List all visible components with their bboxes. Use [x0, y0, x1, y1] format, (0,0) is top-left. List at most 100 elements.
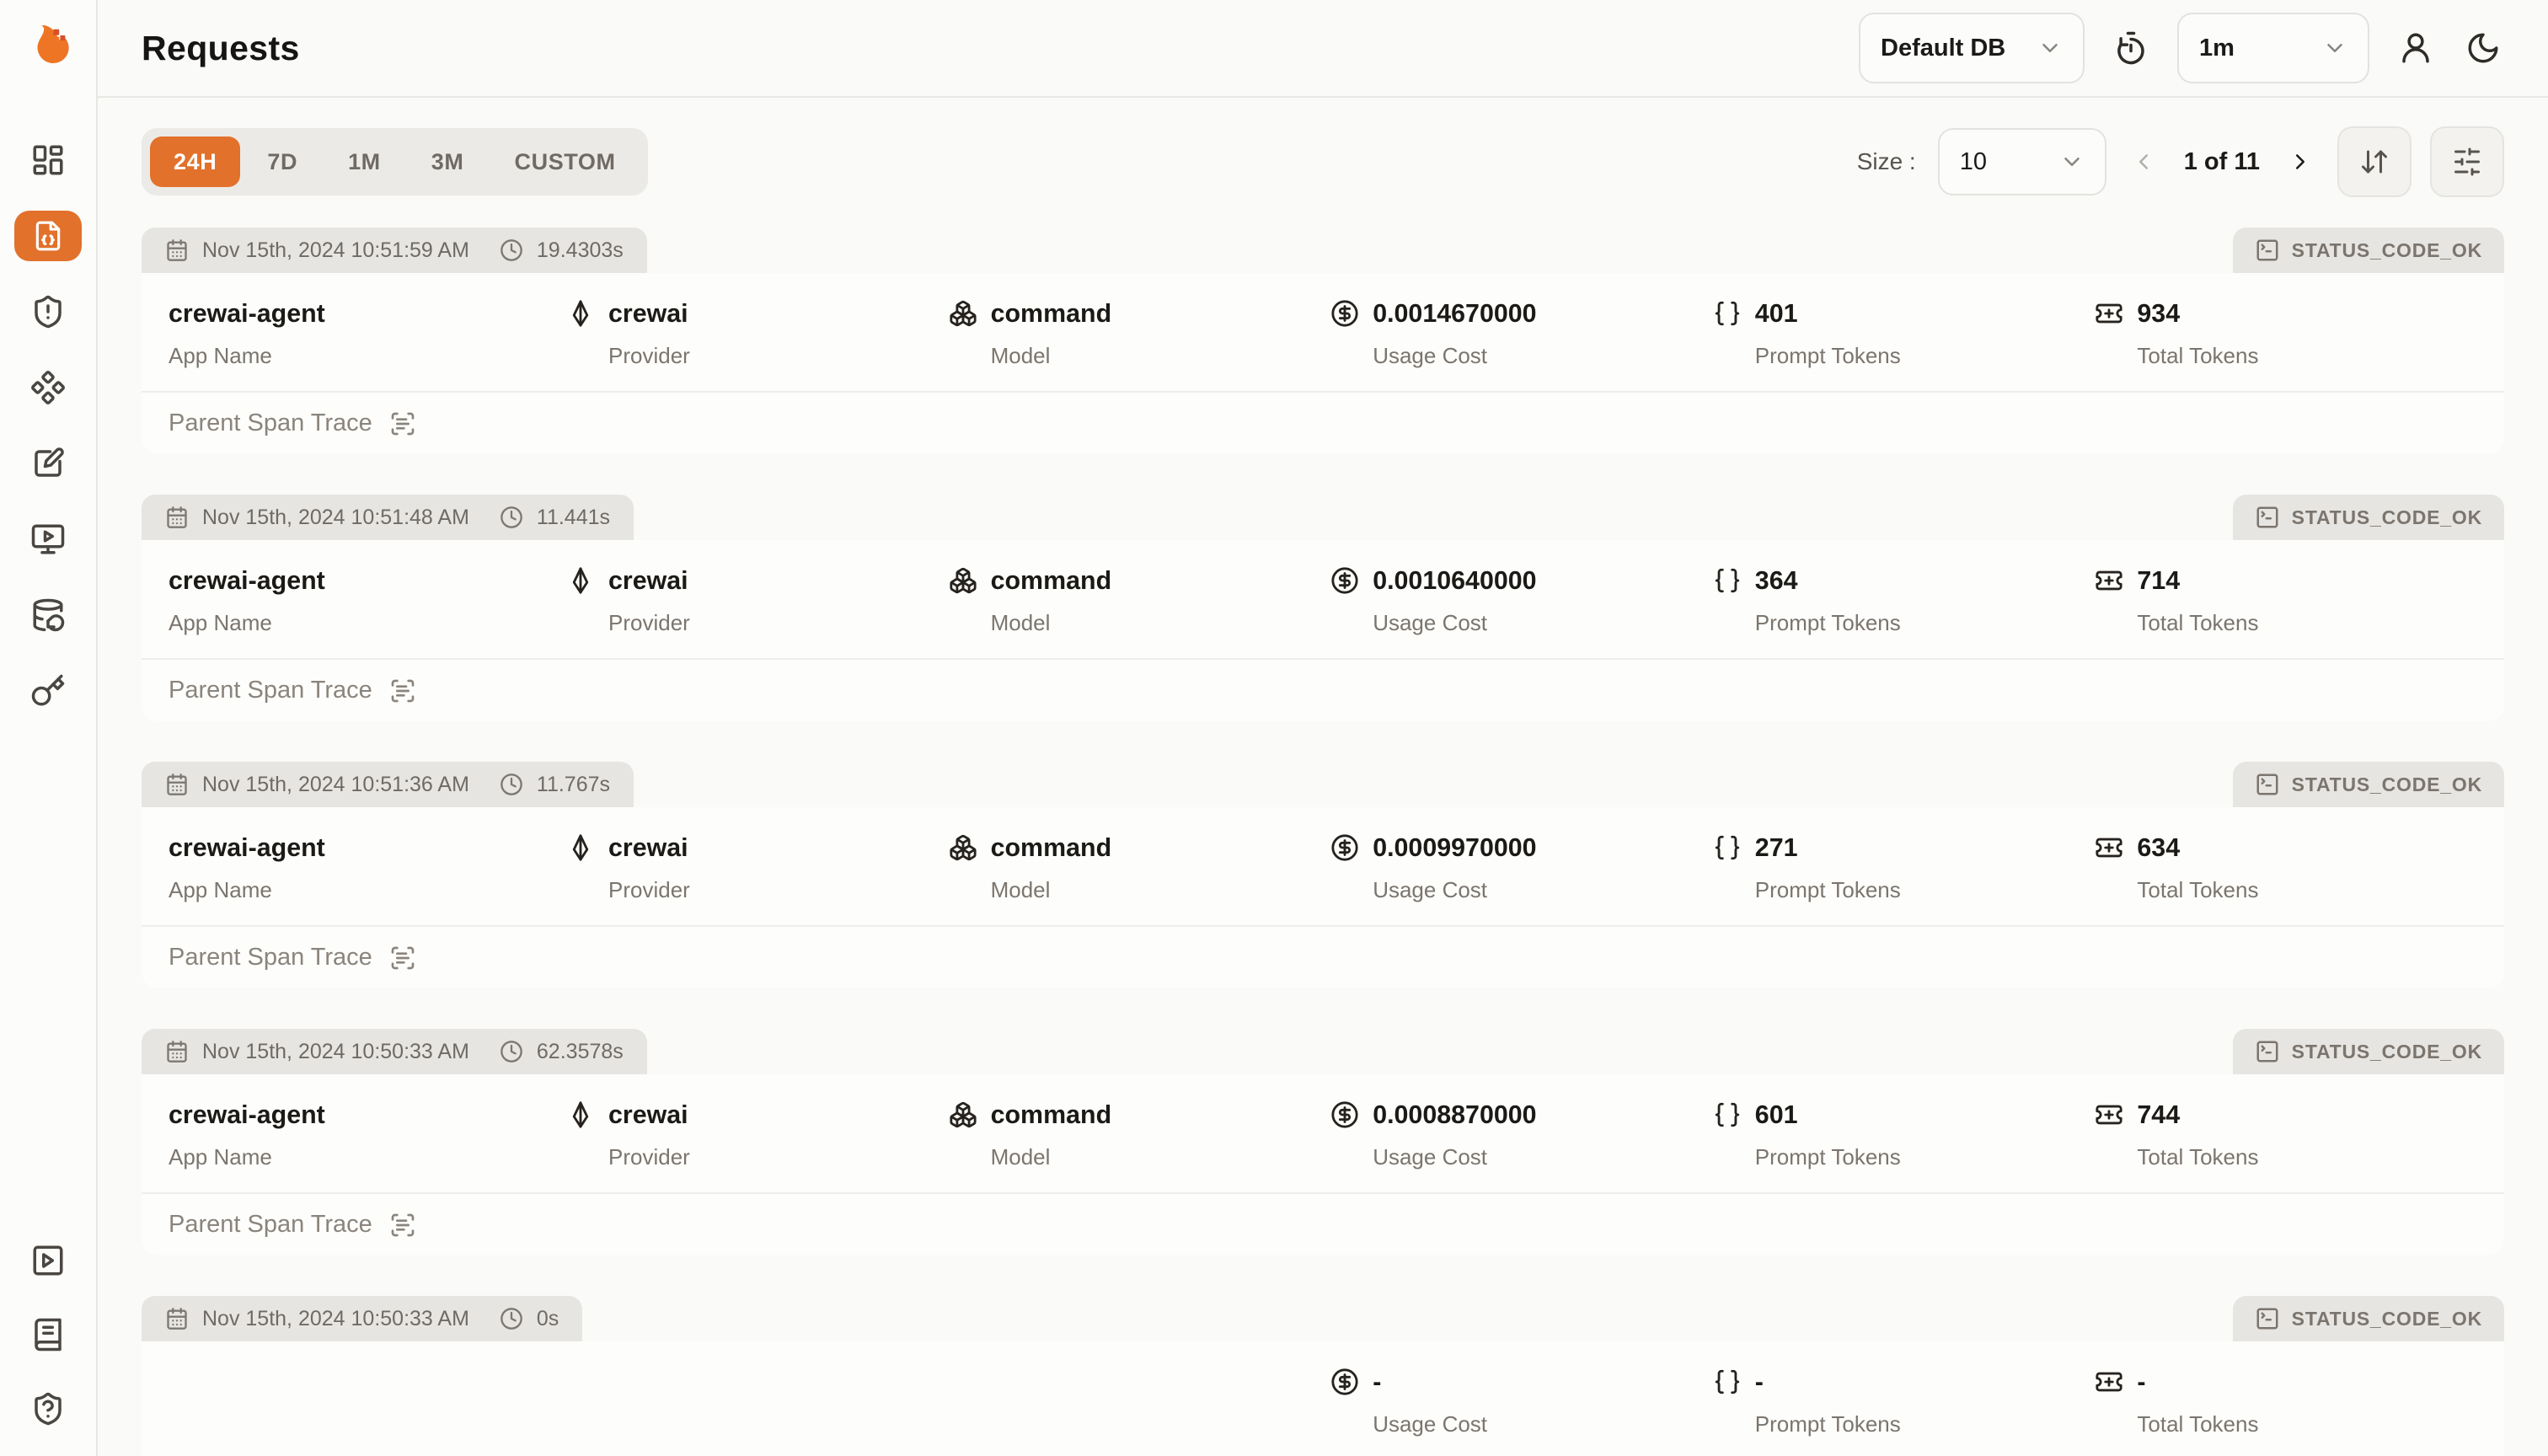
total-tokens-value: 934: [2137, 299, 2181, 328]
content: 24H 7D 1M 3M CUSTOM Size : 10 1 of 11: [98, 98, 2548, 1456]
parent-span-trace-label: Parent Span Trace: [169, 1211, 372, 1238]
total-tokens-label: Total Tokens: [2137, 877, 2259, 902]
app-name-cell: crewai-agent App Name: [169, 831, 566, 903]
sidebar-item-docs[interactable]: [14, 1309, 82, 1360]
prompt-tokens-value: 401: [1754, 299, 1798, 328]
total-tokens-label: Total Tokens: [2137, 1144, 2259, 1170]
usage-cost-cell: 0.0010640000 Usage Cost: [1330, 564, 1713, 636]
app-logo-flame-icon[interactable]: [21, 20, 75, 74]
terminal-icon: [2255, 1039, 2280, 1064]
braces-icon: [1713, 299, 1742, 328]
user-icon: [2398, 30, 2433, 66]
dollar-circle-icon: [1330, 1368, 1359, 1396]
tab-1m[interactable]: 1M: [324, 136, 404, 187]
tab-7d[interactable]: 7D: [244, 136, 321, 187]
sidebar-item-requests[interactable]: [14, 211, 82, 261]
status-badge: STATUS_CODE_OK: [2232, 228, 2504, 273]
scan-text-icon: [389, 945, 416, 972]
next-page-button[interactable]: [2282, 143, 2319, 180]
sidebar-item-api-keys[interactable]: [14, 666, 82, 716]
braces-icon: [1713, 566, 1742, 595]
sidebar-item-support[interactable]: [14, 1384, 82, 1434]
page-title: Requests: [142, 28, 300, 67]
chevron-right-icon: [2288, 149, 2313, 174]
page-info: 1 of 11: [2183, 147, 2260, 175]
request-timestamp: Nov 15th, 2024 10:51:36 AM: [202, 772, 469, 796]
request-row[interactable]: crewai-agent App Name crewai Provider co…: [142, 273, 2504, 391]
toolbar: 24H 7D 1M 3M CUSTOM Size : 10 1 of 11: [142, 126, 2504, 197]
prompt-tokens-label: Prompt Tokens: [1754, 1144, 1901, 1170]
refresh-timer-button[interactable]: [2110, 27, 2152, 69]
provider-value: crewai: [608, 299, 688, 328]
file-code-icon: [32, 220, 64, 252]
parent-span-trace-button[interactable]: Parent Span Trace: [142, 391, 2504, 454]
filter-button[interactable]: [2430, 126, 2504, 197]
prompt-tokens-label: Prompt Tokens: [1754, 343, 1901, 368]
parent-span-trace-button[interactable]: Parent Span Trace: [142, 658, 2504, 721]
sidebar-item-exceptions[interactable]: [14, 286, 82, 337]
tab-custom[interactable]: CUSTOM: [491, 136, 640, 187]
time-range-tabs: 24H 7D 1M 3M CUSTOM: [142, 128, 648, 195]
sidebar-item-vault[interactable]: [14, 438, 82, 489]
request-meta: Nov 15th, 2024 10:50:33 AM 0s: [142, 1296, 583, 1341]
usage-cost-cell: - Usage Cost: [1330, 1365, 1713, 1437]
prompt-tokens-cell: 271 Prompt Tokens: [1713, 831, 2096, 903]
app-name-label: App Name: [169, 1144, 272, 1170]
database-selector[interactable]: Default DB: [1859, 13, 2085, 83]
total-tokens-label: Total Tokens: [2137, 343, 2259, 368]
diamonds-icon: [30, 370, 66, 405]
sidebar-item-demo-video[interactable]: [14, 1235, 82, 1286]
request-row[interactable]: crewai-agent App Name crewai Provider co…: [142, 807, 2504, 925]
user-profile-button[interactable]: [2395, 27, 2437, 69]
sidebar-item-dashboard[interactable]: [14, 135, 82, 185]
refresh-interval-selector[interactable]: 1m: [2177, 13, 2369, 83]
prev-page-button[interactable]: [2125, 143, 2162, 180]
boxes-icon: [949, 566, 977, 595]
request-card: Nov 15th, 2024 10:50:33 AM 0s STATUS_COD…: [142, 1296, 2504, 1456]
sidebar-item-playground[interactable]: [14, 514, 82, 565]
parent-span-trace-button[interactable]: Parent Span Trace: [142, 1192, 2504, 1255]
prompt-tokens-label: Prompt Tokens: [1754, 1411, 1901, 1437]
page-size-selector[interactable]: 10: [1937, 128, 2106, 195]
request-card-header: Nov 15th, 2024 10:50:33 AM 62.3578s STAT…: [142, 1029, 2504, 1074]
app-name-value: crewai-agent: [169, 566, 325, 595]
boxes-icon: [949, 833, 977, 862]
sort-button[interactable]: [2337, 126, 2412, 197]
calendar-icon: [165, 1040, 189, 1063]
model-value: command: [990, 299, 1112, 328]
model-value: command: [990, 566, 1112, 595]
sidebar-item-database[interactable]: [14, 590, 82, 640]
sliders-icon: [2452, 147, 2482, 177]
model-label: Model: [990, 343, 1051, 368]
pyramid-icon: [566, 566, 595, 595]
total-tokens-value: -: [2137, 1368, 2146, 1396]
timer-reset-icon: [2113, 30, 2149, 66]
usage-cost-label: Usage Cost: [1373, 343, 1488, 368]
usage-cost-value: -: [1373, 1368, 1382, 1396]
shield-question-icon: [30, 1391, 66, 1427]
provider-label: Provider: [608, 610, 690, 635]
clock-icon: [500, 1040, 523, 1063]
request-row[interactable]: crewai-agent App Name crewai Provider co…: [142, 540, 2504, 658]
dark-mode-toggle[interactable]: [2462, 27, 2504, 69]
prompt-tokens-value: 364: [1754, 566, 1798, 595]
calendar-icon: [165, 506, 189, 529]
calendar-icon: [165, 1307, 189, 1330]
clock-icon: [500, 1307, 523, 1330]
refresh-interval-value: 1m: [2199, 34, 2235, 62]
tab-24h[interactable]: 24H: [150, 136, 241, 187]
chevron-down-icon: [2059, 149, 2085, 174]
request-row[interactable]: crewai-agent App Name crewai Provider co…: [142, 1074, 2504, 1192]
status-text: STATUS_CODE_OK: [2291, 506, 2482, 528]
dollar-circle-icon: [1330, 1100, 1359, 1129]
total-tokens-cell: - Total Tokens: [2095, 1365, 2477, 1437]
parent-span-trace-label: Parent Span Trace: [169, 410, 372, 436]
sidebar-item-prompts[interactable]: [14, 362, 82, 413]
app-name-label: App Name: [169, 343, 272, 368]
total-tokens-value: 714: [2137, 566, 2181, 595]
tab-3m[interactable]: 3M: [408, 136, 488, 187]
request-row[interactable]: App Name Provider Model - Usage Cost - P…: [142, 1341, 2504, 1456]
chevron-down-icon: [2037, 35, 2063, 61]
prompt-tokens-value: 601: [1754, 1100, 1798, 1129]
parent-span-trace-button[interactable]: Parent Span Trace: [142, 925, 2504, 988]
